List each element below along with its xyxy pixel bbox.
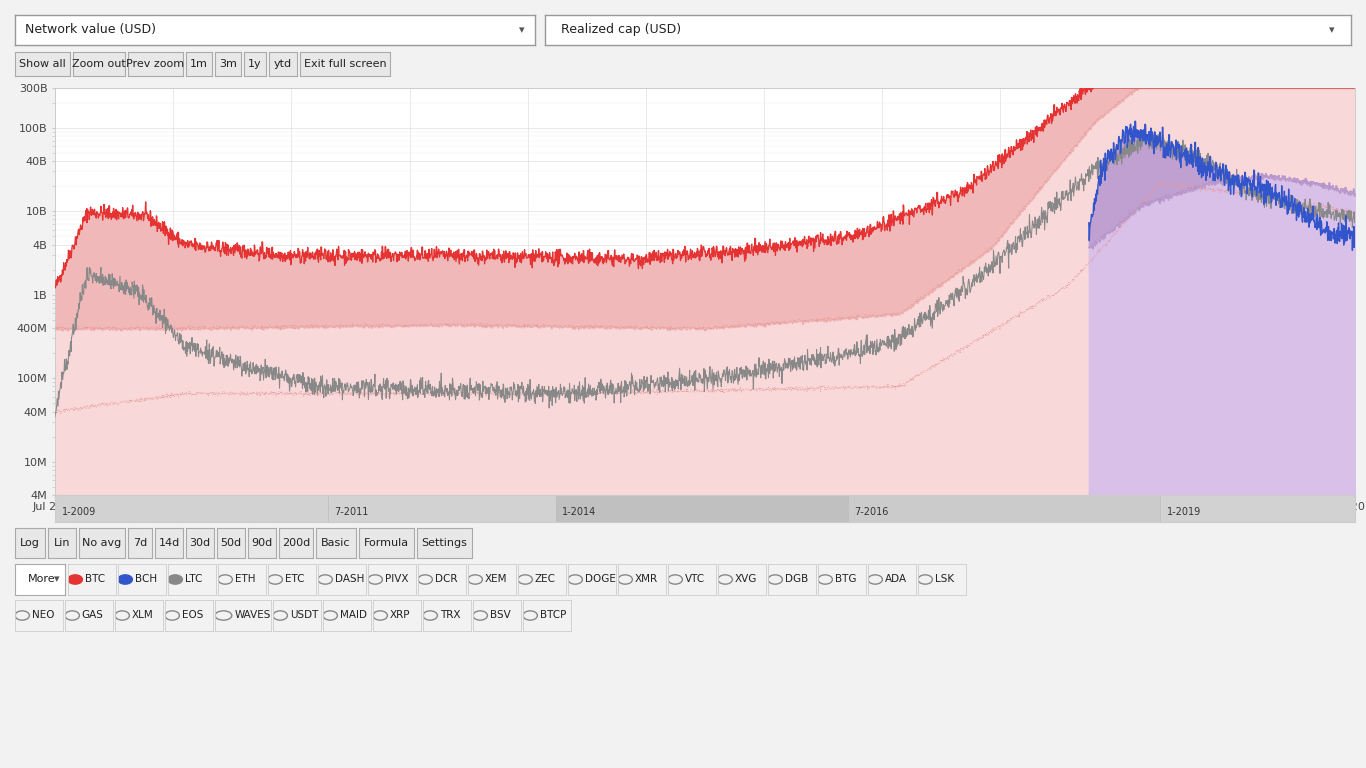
Text: DGB: DGB bbox=[785, 574, 809, 584]
Text: XLM: XLM bbox=[131, 611, 153, 621]
Text: 1-2019: 1-2019 bbox=[1167, 507, 1201, 517]
Text: Basic: Basic bbox=[321, 538, 351, 548]
Text: XRP: XRP bbox=[389, 611, 410, 621]
Text: NEO: NEO bbox=[31, 611, 55, 621]
Text: 50d: 50d bbox=[220, 538, 242, 548]
Text: 1m: 1m bbox=[190, 59, 208, 69]
Text: PIVX: PIVX bbox=[385, 574, 408, 584]
Text: Realized cap (USD): Realized cap (USD) bbox=[561, 24, 682, 37]
Text: USDT: USDT bbox=[290, 611, 318, 621]
Text: Exit full screen: Exit full screen bbox=[303, 59, 387, 69]
Text: Settings: Settings bbox=[422, 538, 467, 548]
Circle shape bbox=[68, 575, 82, 584]
Text: LTC: LTC bbox=[184, 574, 202, 584]
Text: ▾: ▾ bbox=[1329, 25, 1335, 35]
Text: Log: Log bbox=[20, 538, 40, 548]
Text: BTCP: BTCP bbox=[540, 611, 566, 621]
Circle shape bbox=[117, 575, 133, 584]
Text: BTG: BTG bbox=[835, 574, 856, 584]
Text: GAS: GAS bbox=[82, 611, 104, 621]
Text: DOGE: DOGE bbox=[585, 574, 616, 584]
Bar bbox=[1160, 495, 1355, 522]
Text: MAID: MAID bbox=[340, 611, 367, 621]
Text: 7-2011: 7-2011 bbox=[335, 507, 369, 517]
Text: No avg: No avg bbox=[82, 538, 122, 548]
Text: XEM: XEM bbox=[485, 574, 507, 584]
Text: Lin: Lin bbox=[53, 538, 70, 548]
Text: BTC: BTC bbox=[85, 574, 105, 584]
Text: 14d: 14d bbox=[158, 538, 179, 548]
Text: ZEC: ZEC bbox=[535, 574, 556, 584]
Text: ytd: ytd bbox=[275, 59, 292, 69]
Text: BCH: BCH bbox=[135, 574, 157, 584]
Text: 30d: 30d bbox=[190, 538, 210, 548]
Text: ETH: ETH bbox=[235, 574, 255, 584]
Text: 1-2014: 1-2014 bbox=[561, 507, 596, 517]
Text: 7d: 7d bbox=[133, 538, 148, 548]
Text: ▾: ▾ bbox=[519, 25, 525, 35]
Text: WAVES: WAVES bbox=[235, 611, 270, 621]
Text: Zoom out: Zoom out bbox=[72, 59, 126, 69]
Text: BSV: BSV bbox=[490, 611, 511, 621]
Text: EOS: EOS bbox=[182, 611, 204, 621]
Text: DASH: DASH bbox=[335, 574, 365, 584]
Text: More: More bbox=[27, 574, 55, 584]
Text: Network value (USD): Network value (USD) bbox=[26, 24, 156, 37]
Bar bbox=[556, 495, 848, 522]
Text: Formula: Formula bbox=[363, 538, 408, 548]
Text: 90d: 90d bbox=[251, 538, 273, 548]
Circle shape bbox=[168, 575, 183, 584]
Text: 1y: 1y bbox=[249, 59, 262, 69]
Text: ADA: ADA bbox=[885, 574, 907, 584]
Text: TRX: TRX bbox=[440, 611, 460, 621]
Text: ▾: ▾ bbox=[55, 574, 60, 584]
Text: DCR: DCR bbox=[434, 574, 458, 584]
Text: 3m: 3m bbox=[219, 59, 236, 69]
Text: 200d: 200d bbox=[281, 538, 310, 548]
Text: VTC: VTC bbox=[684, 574, 705, 584]
Text: XVG: XVG bbox=[735, 574, 757, 584]
Bar bbox=[55, 495, 328, 522]
Text: LSK: LSK bbox=[934, 574, 953, 584]
Text: Show all: Show all bbox=[19, 59, 66, 69]
Text: Prev zoom: Prev zoom bbox=[127, 59, 184, 69]
Bar bbox=[848, 495, 1160, 522]
Text: ETC: ETC bbox=[284, 574, 305, 584]
Text: 1-2009: 1-2009 bbox=[61, 507, 96, 517]
Text: 7-2016: 7-2016 bbox=[855, 507, 889, 517]
Text: XMR: XMR bbox=[635, 574, 658, 584]
Bar bbox=[328, 495, 556, 522]
